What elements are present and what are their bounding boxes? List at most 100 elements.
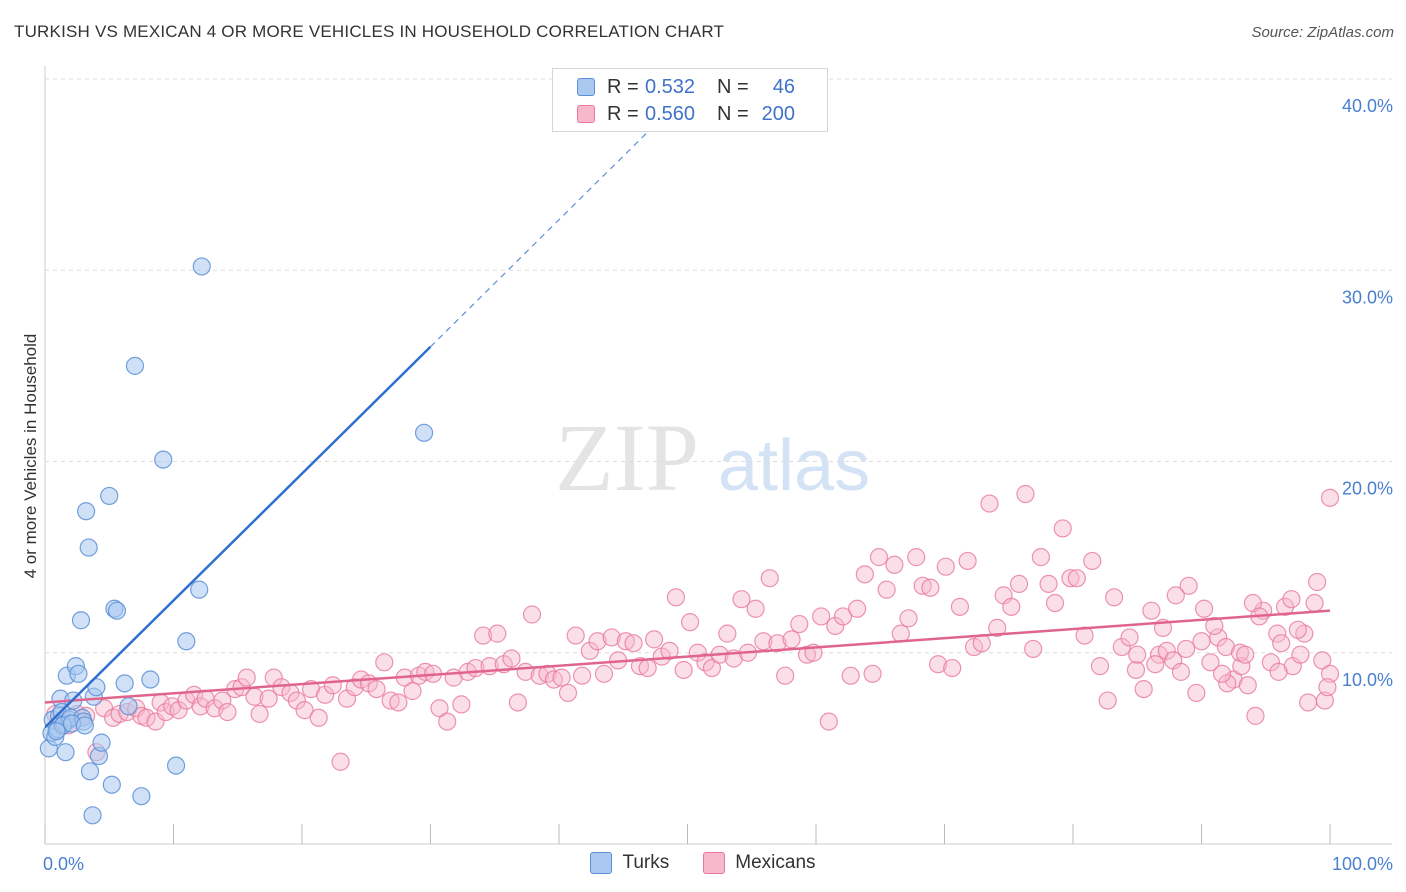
mexicans-point <box>776 666 795 685</box>
mexicans-point <box>841 666 860 685</box>
mexicans-point <box>287 691 306 710</box>
mexicans-point <box>1308 572 1327 592</box>
mexicans-point <box>309 708 328 727</box>
y-tick-label: 40.0% <box>1342 96 1393 116</box>
mexicans-point <box>674 660 693 680</box>
mexicans-point <box>1045 593 1065 613</box>
watermark-atlas: atlas <box>718 426 870 506</box>
mexicans-point <box>1232 657 1251 676</box>
turks-point <box>80 762 100 781</box>
mexicans-point <box>137 708 156 727</box>
axes <box>44 66 1392 845</box>
mexicans-point <box>1320 488 1340 507</box>
mexicans-point <box>1315 691 1334 710</box>
series-legend: Turks Mexicans <box>0 852 1406 874</box>
mexicans-point <box>732 590 751 609</box>
mexicans-point <box>1016 484 1035 504</box>
turks-point <box>166 756 186 775</box>
chart-title: TURKISH VS MEXICAN 4 OR MORE VEHICLES IN… <box>14 22 725 41</box>
legend-label-mexicans: Mexicans <box>735 852 816 873</box>
mexicans-point <box>1246 706 1265 725</box>
mexicans-point <box>1272 634 1291 653</box>
n-value-mexicans: 200 <box>761 102 795 125</box>
turks-point <box>77 502 96 521</box>
mexicans-point <box>1039 574 1058 594</box>
r-value-mexicans: 0.560 <box>645 102 696 125</box>
mexicans-point <box>1320 664 1340 683</box>
turks-legend-swatch <box>590 852 613 874</box>
mexicans-point <box>1313 651 1332 670</box>
mexicans-point <box>169 701 188 720</box>
y-tick-label: 30.0% <box>1342 287 1393 307</box>
mexicans-point <box>488 624 507 643</box>
mexicans-swatch <box>577 105 595 123</box>
mexicans-point <box>988 618 1007 637</box>
mexicans-point <box>1176 639 1196 659</box>
mexicans-point <box>1061 569 1080 588</box>
r-label: R = <box>607 75 639 98</box>
series-mexicans <box>46 484 1340 771</box>
x-tick-label-max: 100.0% <box>1332 854 1393 874</box>
mexicans-point <box>1305 593 1324 613</box>
mexicans-point <box>1024 639 1043 659</box>
mexicans-point <box>331 752 350 771</box>
mexicans-point <box>1128 645 1147 664</box>
mexicans-point <box>1282 590 1301 609</box>
mexicans-point <box>1288 620 1307 639</box>
gridlines <box>45 78 1392 654</box>
mexicans-point <box>797 645 817 664</box>
mexicans-point <box>1083 551 1102 571</box>
mexicans-point <box>602 628 621 647</box>
mexicans-point <box>502 649 521 668</box>
turks-point <box>92 733 111 752</box>
mexicans-point <box>218 702 237 722</box>
series-turks <box>39 257 434 825</box>
turks-point <box>119 697 138 716</box>
tick-labels: 10.0% 20.0% 30.0% 40.0% 0.0% 100.0% <box>43 96 1393 874</box>
turks-point <box>192 257 211 276</box>
mexicans-point <box>1201 653 1220 672</box>
mexicans-point <box>438 712 457 731</box>
mexicans-point <box>972 634 991 653</box>
mexicans-point <box>812 607 831 626</box>
mexicans-point <box>768 634 787 653</box>
mexicans-point <box>573 666 592 685</box>
mexicans-point <box>826 616 845 636</box>
mexicans-point <box>474 626 493 645</box>
mexicans-point <box>1179 576 1198 595</box>
mexicans-point <box>1142 601 1161 620</box>
mexicans-point <box>1053 519 1072 538</box>
mexicans-point <box>660 641 679 660</box>
mexicans-point <box>1098 691 1117 710</box>
mexicans-point <box>899 609 918 628</box>
mexicans-point <box>1236 645 1255 664</box>
mexicans-point <box>936 557 955 576</box>
mexicans-point <box>403 681 422 701</box>
mexicans-point <box>928 655 948 674</box>
turks-trend-extension <box>430 79 703 348</box>
mexicans-point <box>213 691 232 710</box>
mexicans-point <box>891 624 910 643</box>
mexicans-point <box>580 641 599 660</box>
mexicans-point <box>1194 599 1214 618</box>
mexicans-point <box>869 548 889 567</box>
turks-point <box>87 678 106 697</box>
mexicans-point <box>863 664 882 683</box>
legend-label-turks: Turks <box>622 852 670 873</box>
legend-row-turks: R = 0.532 N = 46 <box>577 74 795 100</box>
mexicans-point <box>508 693 527 712</box>
mexicans-point <box>718 624 737 643</box>
mexicans-point <box>323 676 342 695</box>
mexicans-point <box>1218 674 1237 693</box>
r-value-turks: 0.532 <box>645 75 696 98</box>
mexicans-point <box>566 626 585 645</box>
mexicans-point <box>907 548 926 567</box>
n-label: N = <box>717 75 749 98</box>
r-label: R = <box>607 102 639 125</box>
mexicans-point <box>237 668 256 687</box>
mexicans-legend-swatch <box>703 852 726 874</box>
mexicans-point <box>316 685 335 704</box>
mexicans-point <box>1157 641 1176 660</box>
legend-item-mexicans: Mexicans <box>703 852 816 874</box>
mexicans-point <box>644 630 664 649</box>
